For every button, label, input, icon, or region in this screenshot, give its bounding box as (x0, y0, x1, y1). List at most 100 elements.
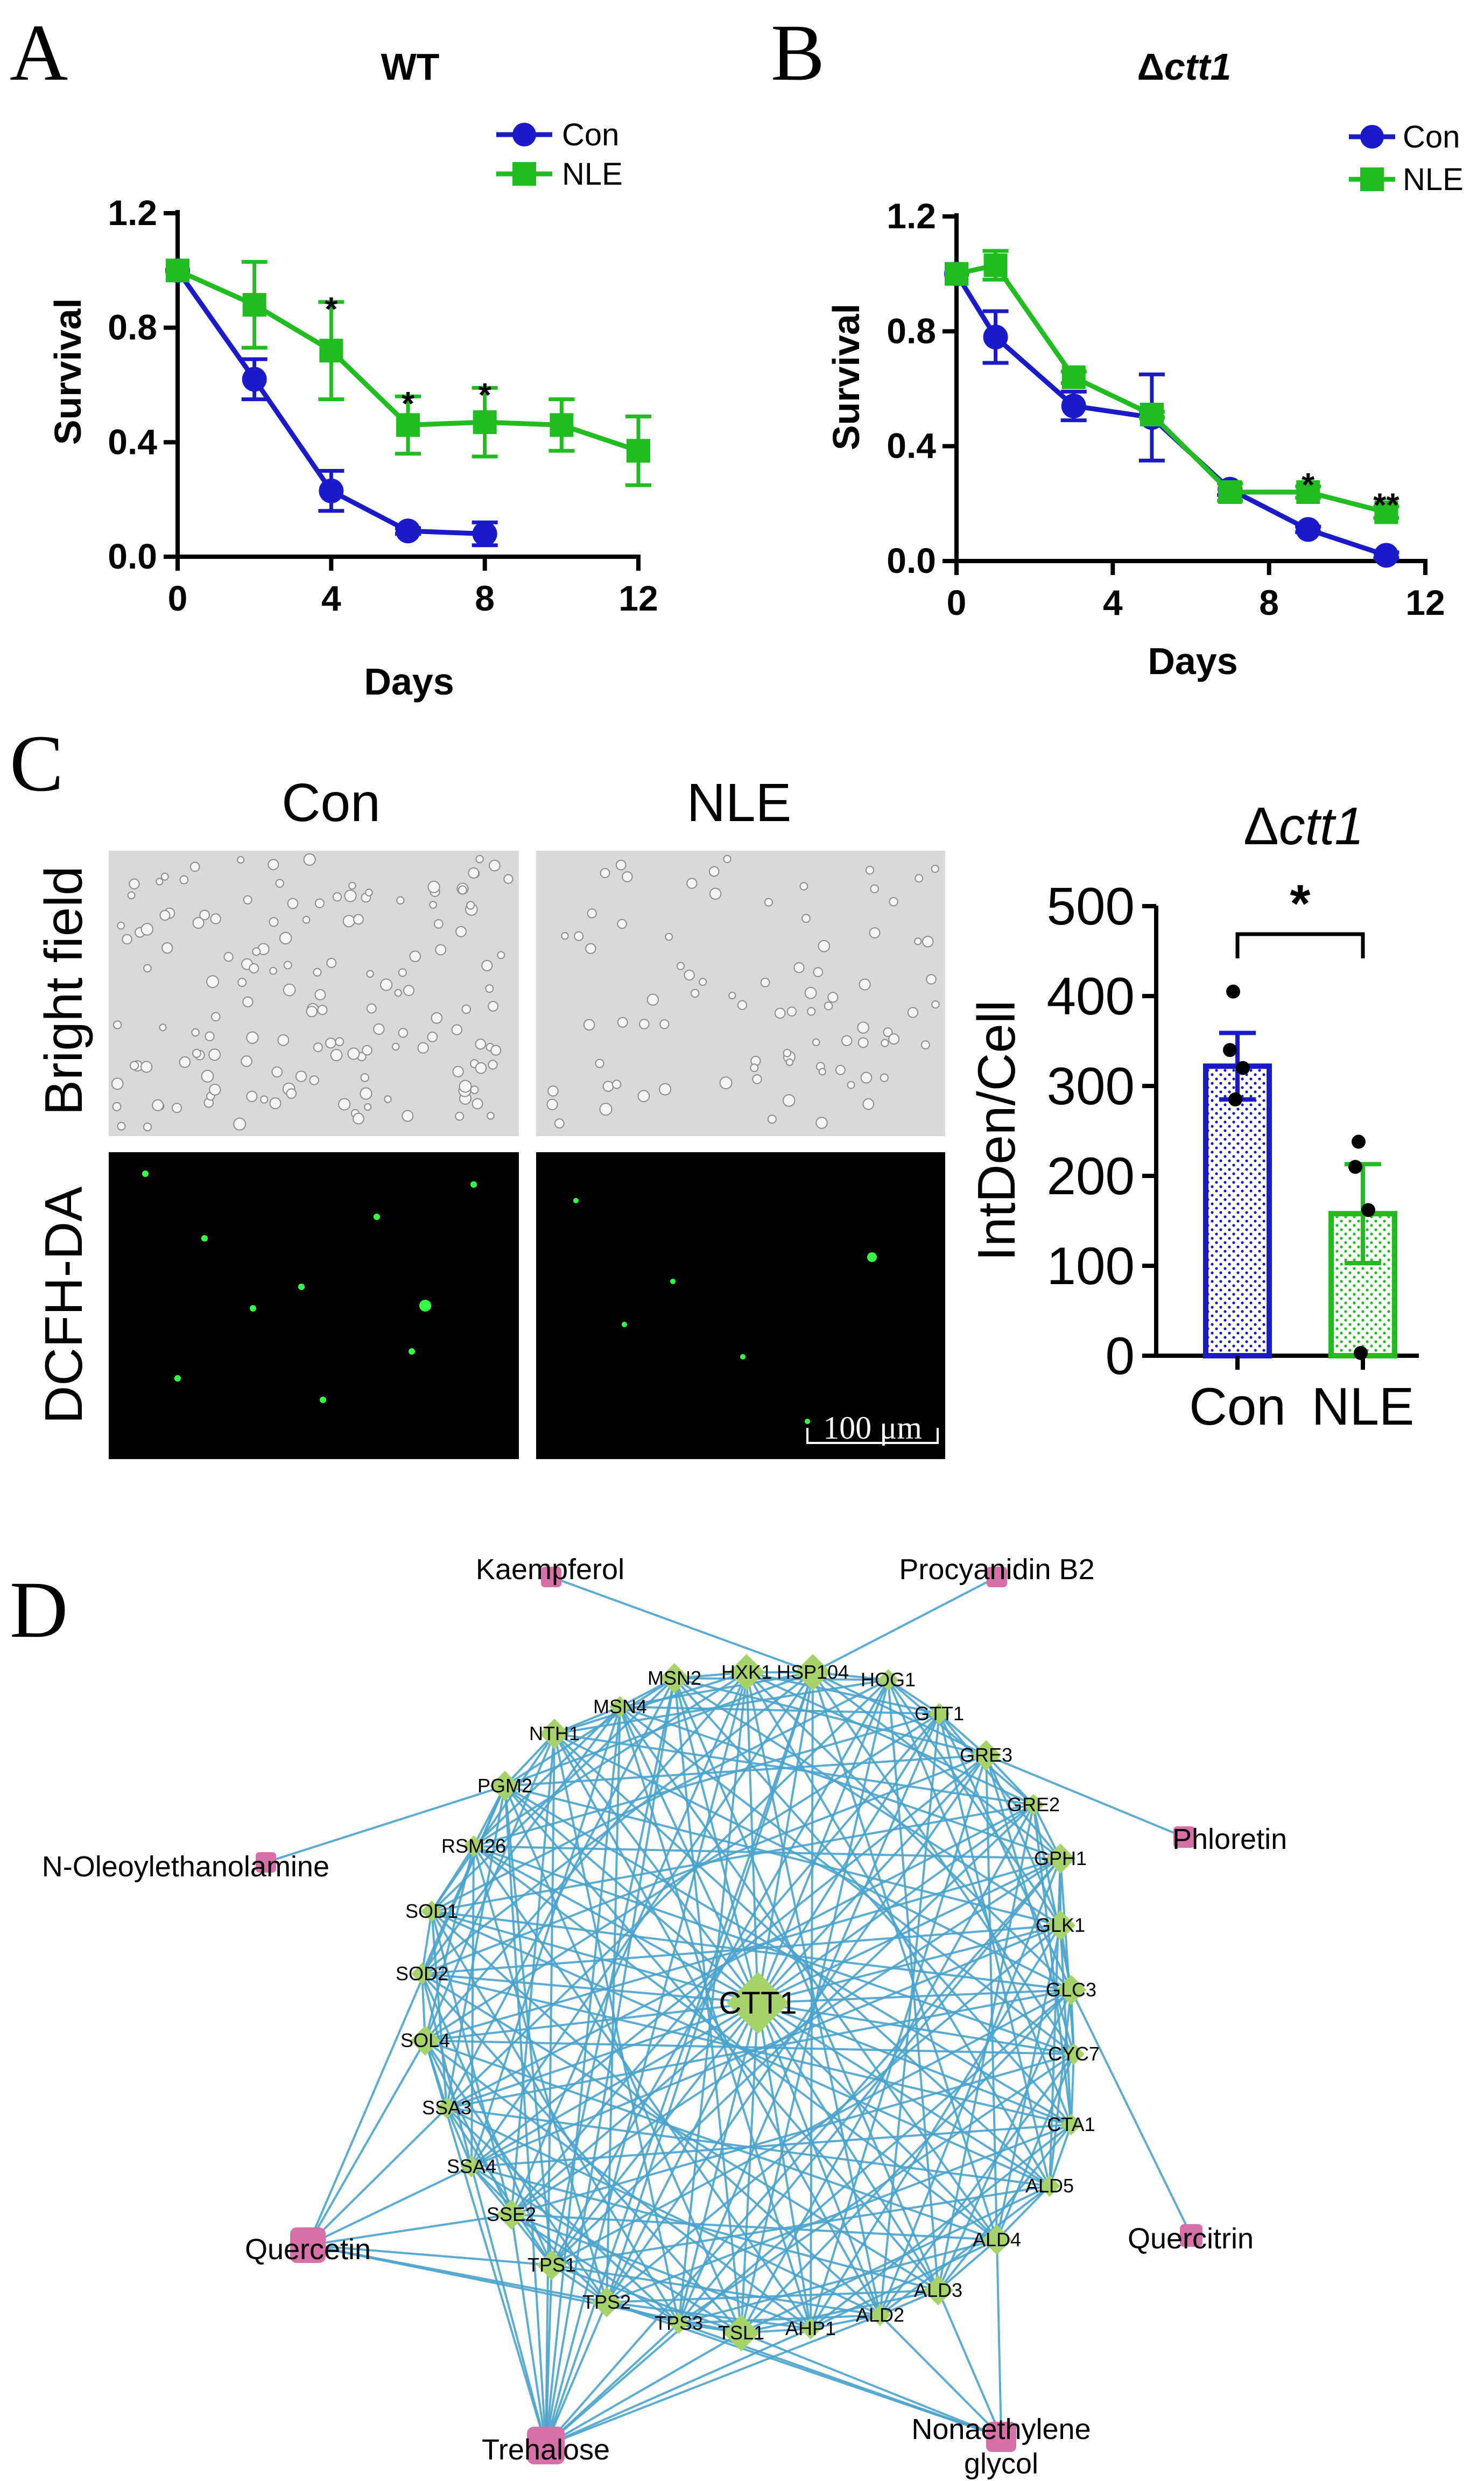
cell-bf-nle-58 (801, 914, 811, 923)
a-significance-2: * (479, 377, 492, 414)
gene-node-cyc7 (1063, 2043, 1085, 2065)
gene-label-pgm2: PGM2 (477, 1775, 532, 1797)
cell-bf-nle-39 (812, 1038, 820, 1047)
cell-bf-con-61 (317, 1005, 328, 1015)
edge-ald3-tsl1 (741, 2289, 939, 2334)
cell-bf-con-59 (485, 984, 494, 993)
edge-gph1-ald2 (879, 1858, 1061, 2316)
a-significance-1: * (402, 386, 415, 423)
edge-nth1-glc3 (554, 1733, 1072, 1991)
edge-glk1-ssa4 (471, 1924, 1061, 2168)
cell-bf-con-47 (384, 1095, 392, 1103)
cell-bf-nle-22 (600, 868, 610, 878)
cell-bf-nle-69 (599, 1103, 613, 1116)
bar-axis-ylabel: IntDen/Cell (967, 1000, 1026, 1261)
row-label-dcfh-da: DCFH-DA (34, 1186, 93, 1424)
network-nodes: HXK1 HSP104 HOG1 GTT1 GRE3 GRE2 GPH1 GLK1 GLC3 CY… (42, 1553, 1287, 2480)
cell-bf-con-63 (122, 934, 132, 945)
cell-bf-nle-80 (709, 887, 722, 900)
edge-rsm26-hxk1 (473, 1671, 748, 1847)
edge-hxk1-ald2 (745, 1672, 881, 2316)
gene-node-ald3 (923, 2275, 953, 2305)
cell-bf-nle-67 (574, 931, 584, 941)
edge-trehalose-hsp104 (545, 1672, 814, 2446)
cell-bf-con-42 (335, 1037, 344, 1047)
cell-bf-con-77 (201, 1069, 214, 1083)
cell-bf-con-43 (199, 909, 210, 921)
cell-bf-nle-36 (857, 1037, 869, 1048)
gene-node-gre2 (1023, 1794, 1044, 1816)
bar-ytick-label-5: 500 (1046, 877, 1135, 936)
a-point-con-1 (242, 367, 267, 392)
edge-glk1-tps2 (606, 1924, 1061, 2303)
edge-trehalose-ssa4 (470, 2166, 547, 2446)
edge-ald5-ald2 (879, 2185, 1051, 2316)
compound-node-procyanidin-b2 (987, 1567, 1007, 1587)
fluor-con-7 (174, 1375, 181, 1382)
gene-label-gtt1: GTT1 (915, 1702, 964, 1725)
cell-bf-con-55 (233, 1117, 247, 1131)
cell-bf-nle-61 (862, 1098, 875, 1110)
cell-bf-nle-65 (818, 1068, 826, 1076)
panel-a: A WT Con NLE 0 4 8 120.00.40.81.2 ** * Days … (10, 8, 658, 703)
chart-title-wt: WT (381, 46, 440, 88)
compound-node-phloretin (1173, 1826, 1195, 1848)
row-label-bright-field: Bright field (34, 866, 93, 1115)
cell-bf-nle-77 (728, 991, 736, 1000)
panel-d: D HXK1 HSP104 HOG1 GTT1 GRE3 GRE2 GPH1 GLK1 GLC3… (10, 1553, 1287, 2480)
scale-bar-label: 100 μm (823, 1410, 922, 1446)
cell-bf-nle-55 (793, 962, 805, 973)
edge-quercetin-ssa4 (307, 2165, 472, 2246)
edge-pgm2-hsp104 (504, 1671, 813, 1787)
a-point-con-4 (472, 521, 497, 546)
b-ytick-label-2: 0.8 (887, 311, 936, 351)
a-point-nle-3 (396, 413, 420, 437)
edge-quercetin-tps1 (307, 2244, 552, 2266)
edge-phloretin-gre3 (986, 1754, 1185, 1838)
cell-bf-con-68 (489, 859, 501, 872)
cell-bf-con-36 (403, 985, 414, 997)
cell-bf-con-23 (314, 989, 326, 1000)
bar-con (1203, 1063, 1272, 1358)
fluor-con-6 (320, 1397, 326, 1403)
axis-b-xlabel: Days (1148, 640, 1237, 682)
cell-bf-nle-82 (888, 1033, 900, 1045)
cell-bf-con-85 (475, 1062, 487, 1074)
gene-node-hog1 (877, 1669, 899, 1691)
b-significance-1: ** (1373, 487, 1399, 524)
edge-msn2-hog1 (674, 1677, 889, 1681)
edge-cta1-ssa4 (471, 2123, 1072, 2168)
edge-tps3-hxk1 (678, 1672, 748, 2324)
cell-bf-con-57 (191, 1028, 200, 1037)
gene-node-tps3 (668, 2312, 690, 2334)
network-edges (265, 1576, 1192, 2447)
bar-significance-bracket (1235, 932, 1365, 958)
gene-node-tps1 (537, 2250, 567, 2280)
edge-ald4-ald3 (937, 2239, 998, 2291)
panel-label-a: A (10, 8, 68, 97)
cell-bf-nle-46 (617, 919, 627, 929)
edge-msn2-cta1 (673, 1677, 1072, 2126)
cell-bf-nle-49 (659, 1019, 670, 1029)
bar-chart-title: Δctt1 (1243, 796, 1363, 856)
cell-bf-nle-10 (880, 1073, 889, 1082)
cell-bf-nle-2 (860, 1071, 873, 1084)
cell-bf-nle-60 (785, 1058, 793, 1066)
edge-ahp1-rsm26 (473, 1845, 812, 2330)
cell-bf-con-141 (365, 888, 373, 896)
cell-bf-nle-15 (639, 1019, 650, 1029)
axis-a-xlabel: Days (364, 661, 454, 703)
cell-bf-con-146 (366, 970, 374, 978)
b-line-con (954, 272, 1387, 558)
cell-bf-nle-47 (708, 866, 720, 877)
cell-bf-nle-5 (602, 1081, 614, 1092)
edge-gre3-gre2 (985, 1754, 1035, 1806)
cell-bf-con-52 (461, 1004, 472, 1014)
compound-node-quercitrin (1180, 2224, 1202, 2247)
compound-label-phloretin: Phloretin (1172, 1823, 1287, 1855)
edge-sod2-hsp104 (421, 1671, 814, 1975)
a-xtick-label-2: 8 (475, 578, 495, 618)
edge-hog1-gre2 (887, 1679, 1035, 1806)
col-label-con: Con (282, 773, 380, 833)
gene-label-sod2: SOD2 (396, 1963, 448, 1985)
